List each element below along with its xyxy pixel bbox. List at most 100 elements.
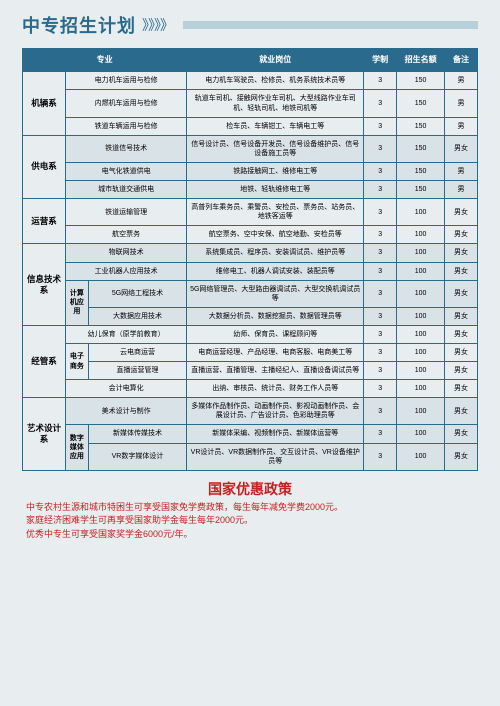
sub-cell: 电子商务: [65, 343, 88, 379]
quota-cell: 150: [397, 117, 445, 135]
note-cell: 男女: [445, 380, 478, 398]
table-header-row: 专业 就业岗位 学制 招生名额 备注: [23, 49, 478, 72]
dur-cell: 3: [364, 325, 397, 343]
major-cell: 内燃机车运用与检修: [65, 90, 186, 117]
major-cell: 电气化铁道供电: [65, 162, 186, 180]
table-row: VR数字媒体设计VR设计员、VR数据制作员、交互设计员、VR设备维护员等3100…: [23, 443, 478, 470]
dur-cell: 3: [364, 262, 397, 280]
quota-cell: 100: [397, 262, 445, 280]
job-cell: 高普列车乘务员、乘警员、安检员、票务员、站务员、地铁客运等: [187, 199, 364, 226]
col-quota: 招生名额: [397, 49, 445, 72]
table-row: 供电系铁道信号技术信号设计员、信号设备开发员、信号设备维护员、信号设备施工员等3…: [23, 135, 478, 162]
table-row: 运营系铁道运输管理高普列车乘务员、乘警员、安检员、票务员、站务员、地铁客运等31…: [23, 199, 478, 226]
dept-cell: 运营系: [23, 199, 66, 244]
note-cell: 男: [445, 117, 478, 135]
quota-cell: 150: [397, 72, 445, 90]
table-row: 工业机器人应用技术维修电工、机器人调试安装、装配员等3100男女: [23, 262, 478, 280]
table-container: 专业 就业岗位 学制 招生名额 备注 机辆系电力机车运用与检修电力机车驾驶员、检…: [0, 44, 500, 471]
major-cell: 铁道信号技术: [65, 135, 186, 162]
dur-cell: 3: [364, 362, 397, 380]
table-row: 经管系幼儿保育（原学前教育）幼师、保育员、课程顾问等3100男女: [23, 325, 478, 343]
quota-cell: 100: [397, 244, 445, 262]
note-cell: 男女: [445, 226, 478, 244]
table-row: 电子商务云电商运营电商运营经理、产品经理、电商客服、电商美工等3100男女: [23, 343, 478, 361]
col-duration: 学制: [364, 49, 397, 72]
note-cell: 男女: [445, 362, 478, 380]
dur-cell: 3: [364, 199, 397, 226]
table-row: 城市轨道交通供电地铁、轻轨维修电工等3150男: [23, 181, 478, 199]
col-note: 备注: [445, 49, 478, 72]
job-cell: VR设计员、VR数据制作员、交互设计员、VR设备维护员等: [187, 443, 364, 470]
major-cell: 新媒体传媒技术: [88, 425, 187, 443]
job-cell: 电商运营经理、产品经理、电商客服、电商美工等: [187, 343, 364, 361]
major-cell: 电力机车运用与检修: [65, 72, 186, 90]
job-cell: 航空票务、空中安保、航空地勤、安检员等: [187, 226, 364, 244]
major-cell: 幼儿保育（原学前教育）: [65, 325, 186, 343]
dur-cell: 3: [364, 380, 397, 398]
dur-cell: 3: [364, 343, 397, 361]
dept-cell: 机辆系: [23, 72, 66, 135]
job-cell: 新媒体采编、视频制作员、新媒体运营等: [187, 425, 364, 443]
note-cell: 男: [445, 90, 478, 117]
dur-cell: 3: [364, 280, 397, 307]
job-cell: 多媒体作品制作员、动画制作员、影视动画制作员、会展设计员、广告设计员、色彩助理员…: [187, 398, 364, 425]
job-cell: 出纳、审核员、统计员、财务工作人员等: [187, 380, 364, 398]
job-cell: 5G网络管理员、大型路由器调试员、大型交换机调试员等: [187, 280, 364, 307]
page-title: 中专招生计划: [22, 12, 136, 38]
table-row: 直播运营管理直播运营、直播管理、主播经纪人、直播设备调试员等3100男女: [23, 362, 478, 380]
table-row: 机辆系电力机车运用与检修电力机车驾驶员、检修员、机务系统技术员等3150男: [23, 72, 478, 90]
job-cell: 电力机车驾驶员、检修员、机务系统技术员等: [187, 72, 364, 90]
dur-cell: 3: [364, 443, 397, 470]
table-row: 信息技术系物联网技术系统集成员、程序员、安装调试员、维护员等3100男女: [23, 244, 478, 262]
dur-cell: 3: [364, 72, 397, 90]
note-cell: 男女: [445, 307, 478, 325]
dur-cell: 3: [364, 181, 397, 199]
table-row: 艺术设计系美术设计与制作多媒体作品制作员、动画制作员、影视动画制作员、会展设计员…: [23, 398, 478, 425]
major-cell: 铁道车辆运用与检修: [65, 117, 186, 135]
job-cell: 维修电工、机器人调试安装、装配员等: [187, 262, 364, 280]
table-row: 电气化铁道供电铁路接触网工、维修电工等3150男: [23, 162, 478, 180]
note-cell: 男女: [445, 343, 478, 361]
job-cell: 系统集成员、程序员、安装调试员、维护员等: [187, 244, 364, 262]
job-cell: 轨道车司机、接触网作业车司机、大型线路作业车司机、轻轨司机、地铁司机等: [187, 90, 364, 117]
note-cell: 男: [445, 72, 478, 90]
dur-cell: 3: [364, 226, 397, 244]
major-cell: 云电商运营: [88, 343, 187, 361]
major-cell: 航空票务: [65, 226, 186, 244]
dept-cell: 信息技术系: [23, 244, 66, 325]
dur-cell: 3: [364, 398, 397, 425]
note-cell: 男女: [445, 244, 478, 262]
note-cell: 男女: [445, 443, 478, 470]
policy-line: 家庭经济困难学生可再享受国家助学金每生每年2000元。: [26, 514, 474, 528]
quota-cell: 150: [397, 162, 445, 180]
sub-cell: 数字媒体应用: [65, 425, 88, 470]
policy-title: 国家优惠政策: [26, 479, 474, 499]
policy-line: 优秀中专生可享受国家奖学金6000元/年。: [26, 528, 474, 542]
job-cell: 大数据分析员、数据挖掘员、数据管理员等: [187, 307, 364, 325]
major-cell: VR数字媒体设计: [88, 443, 187, 470]
dur-cell: 3: [364, 425, 397, 443]
header-bar: [183, 21, 478, 29]
dur-cell: 3: [364, 307, 397, 325]
quota-cell: 100: [397, 199, 445, 226]
major-cell: 会计电算化: [65, 380, 186, 398]
job-cell: 检车员、车辆钳工、车辆电工等: [187, 117, 364, 135]
quota-cell: 100: [397, 226, 445, 244]
quota-cell: 100: [397, 343, 445, 361]
major-cell: 美术设计与制作: [65, 398, 186, 425]
quota-cell: 100: [397, 307, 445, 325]
note-cell: 男: [445, 162, 478, 180]
table-row: 数字媒体应用新媒体传媒技术新媒体采编、视频制作员、新媒体运营等3100男女: [23, 425, 478, 443]
col-major: 专业: [23, 49, 187, 72]
dur-cell: 3: [364, 135, 397, 162]
major-cell: 物联网技术: [65, 244, 186, 262]
job-cell: 幼师、保育员、课程顾问等: [187, 325, 364, 343]
quota-cell: 150: [397, 135, 445, 162]
policy-section: 国家优惠政策 中专农村生源和城市特困生可享受国家免学费政策，每生每年减免学费20…: [0, 471, 500, 542]
dur-cell: 3: [364, 90, 397, 117]
job-cell: 信号设计员、信号设备开发员、信号设备维护员、信号设备施工员等: [187, 135, 364, 162]
job-cell: 直播运营、直播管理、主播经纪人、直播设备调试员等: [187, 362, 364, 380]
note-cell: 男: [445, 181, 478, 199]
table-row: 内燃机车运用与检修轨道车司机、接触网作业车司机、大型线路作业车司机、轻轨司机、地…: [23, 90, 478, 117]
dur-cell: 3: [364, 162, 397, 180]
